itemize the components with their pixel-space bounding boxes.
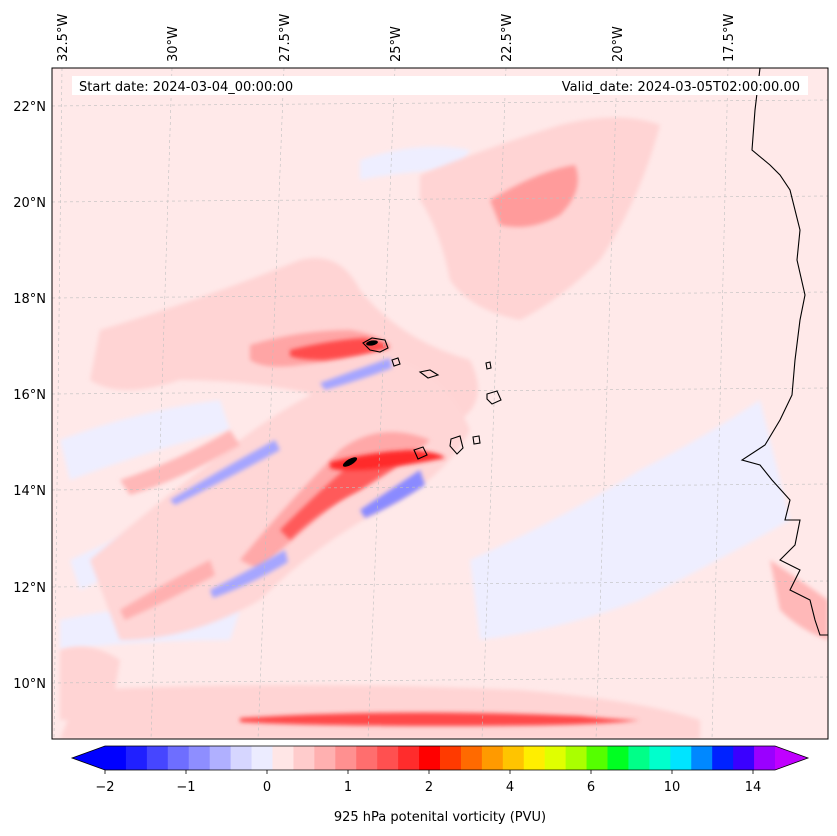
colorbar-segment <box>712 746 734 770</box>
lat-label: 18°N <box>13 292 46 307</box>
island <box>362 337 389 353</box>
map-panel: Start date: 2024-03-04_00:00:00 Valid_da… <box>52 68 828 739</box>
colorbar-segment <box>105 746 127 770</box>
lon-label: 32.5°W <box>56 14 71 62</box>
colorbar-segment <box>586 746 608 770</box>
lat-label: 20°N <box>13 196 46 211</box>
lat-label: 10°N <box>13 677 46 692</box>
colorbar-under-arrow <box>72 746 105 770</box>
colorbar-segment <box>314 746 336 770</box>
valid-date-label: Valid_date: 2024-03-05T02:00:00.00 <box>562 80 800 95</box>
colorbar-segment <box>125 746 148 770</box>
colorbar: −2 −1 0 1 2 4 6 10 14 925 hPa potenital … <box>70 745 810 825</box>
island <box>449 435 464 455</box>
cbar-tick-label: 6 <box>587 780 595 795</box>
gridlines <box>52 68 828 739</box>
colorbar-over-arrow <box>775 746 808 770</box>
colorbar-segment <box>209 746 232 770</box>
colorbar-segment <box>544 746 567 770</box>
colorbar-segment <box>440 746 462 770</box>
cbar-tick-label: −2 <box>95 780 114 795</box>
pv-cores <box>342 340 378 467</box>
colorbar-segment <box>502 746 525 770</box>
cbar-tick-label: 14 <box>745 780 762 795</box>
colorbar-segment <box>335 746 357 770</box>
colorbar-segment <box>146 746 169 770</box>
island <box>472 435 481 445</box>
cbar-tick-label: 0 <box>263 780 271 795</box>
colorbar-segment <box>565 746 588 770</box>
cbar-tick-label: 4 <box>506 780 514 795</box>
colorbar-segment <box>167 746 190 770</box>
colorbar-segment <box>481 746 504 770</box>
map-frame <box>51 67 829 740</box>
colorbar-segment <box>649 746 671 770</box>
positive-pv-light-areas <box>60 117 828 739</box>
colorbar-segment <box>251 746 273 770</box>
island <box>485 361 492 370</box>
longitude-labels: 32.5°W 30°W 27.5°W 25°W 22.5°W 20°W 17.5… <box>56 14 737 62</box>
island <box>418 369 440 379</box>
island <box>391 357 401 367</box>
colorbar-segment <box>460 746 483 770</box>
colorbar-segment <box>691 746 713 770</box>
colorbar-segment <box>293 746 315 770</box>
latitude-labels: 22°N 20°N 18°N 16°N 14°N 12°N 10°N <box>13 100 46 692</box>
lon-label: 17.5°W <box>722 14 737 62</box>
colorbar-label: 925 hPa potenital vorticity (PVU) <box>334 810 546 825</box>
lat-label: 14°N <box>13 484 46 499</box>
lat-label: 12°N <box>13 581 46 596</box>
colorbar-segment <box>377 746 399 770</box>
colorbar-segments <box>105 746 776 770</box>
lat-label: 22°N <box>13 100 46 115</box>
colorbar-segment <box>188 746 211 770</box>
cbar-tick-label: 2 <box>425 780 433 795</box>
lon-label: 20°W <box>611 26 626 62</box>
lon-label: 27.5°W <box>278 14 293 62</box>
lon-label: 22.5°W <box>500 14 515 62</box>
cbar-tick-label: −1 <box>176 780 195 795</box>
colorbar-segment <box>628 746 650 770</box>
lat-label: 16°N <box>13 388 46 403</box>
start-date-label: Start date: 2024-03-04_00:00:00 <box>79 80 293 95</box>
colorbar-segment <box>523 746 546 770</box>
lon-label: 30°W <box>166 26 181 62</box>
colorbar-segment <box>356 746 378 770</box>
colorbar-segment <box>733 746 755 770</box>
island <box>486 390 502 405</box>
cbar-tick-label: 1 <box>344 780 352 795</box>
colorbar-segment <box>607 746 629 770</box>
cbar-tick-label: 10 <box>664 780 681 795</box>
colorbar-segment <box>398 746 420 770</box>
colorbar-ticks <box>104 770 754 774</box>
colorbar-segment <box>230 746 253 770</box>
info-box <box>72 76 808 95</box>
island <box>413 446 428 460</box>
colorbar-segment <box>272 746 294 770</box>
colorbar-segment <box>754 746 776 770</box>
colorbar-segment <box>670 746 692 770</box>
colorbar-segment <box>419 746 441 770</box>
africa-coastline <box>740 68 828 636</box>
colorbar-tick-labels: −2 −1 0 1 2 4 6 10 14 <box>95 780 761 795</box>
coastlines <box>362 68 828 636</box>
lon-label: 25°W <box>389 26 404 62</box>
